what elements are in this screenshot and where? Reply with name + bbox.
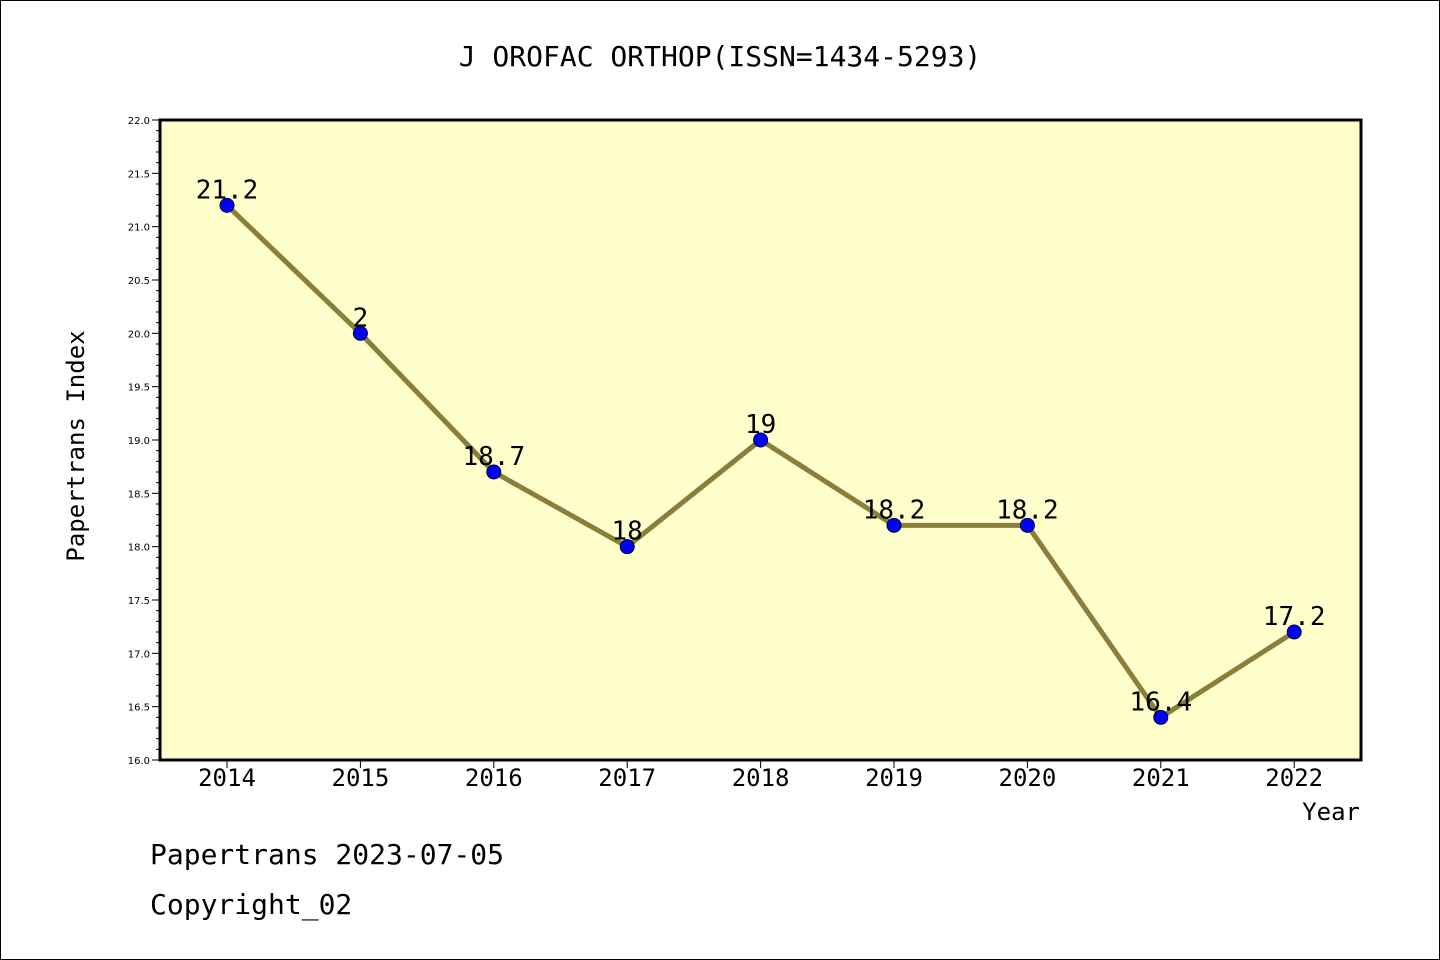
x-tick-label: 2021 xyxy=(1132,764,1190,792)
data-point xyxy=(352,325,368,341)
x-tick-label: 2018 xyxy=(732,764,790,792)
data-point xyxy=(619,539,635,555)
y-tick-label: 20.5 xyxy=(128,276,150,287)
data-markers xyxy=(219,197,1302,725)
x-tick-label: 2014 xyxy=(198,764,256,792)
x-tick-label: 2017 xyxy=(598,764,656,792)
y-tick-label: 16.0 xyxy=(128,756,150,767)
chart-title: J OROFAC ORTHOP(ISSN=1434-5293) xyxy=(459,40,982,73)
data-point xyxy=(486,464,502,480)
data-label: 18 xyxy=(612,517,643,547)
data-label: 19 xyxy=(745,410,776,440)
y-axis-title: Papertrans Index xyxy=(62,330,90,561)
y-tick-label: 19.5 xyxy=(128,383,150,394)
x-tick-label: 2022 xyxy=(1265,764,1323,792)
y-tick-label: 20.0 xyxy=(128,329,150,340)
data-label: 21.2 xyxy=(196,175,259,205)
data-point xyxy=(1019,517,1035,533)
data-point xyxy=(1286,624,1302,640)
y-tick-label: 18.5 xyxy=(128,489,150,500)
data-label: 18.2 xyxy=(863,495,926,525)
y-tick-label: 18.0 xyxy=(128,543,150,554)
x-tick-label: 2015 xyxy=(332,764,390,792)
data-point xyxy=(1153,709,1169,725)
y-tick-label: 22.0 xyxy=(128,116,150,127)
x-tick-label: 2016 xyxy=(465,764,523,792)
y-tick-label: 21.5 xyxy=(128,169,150,180)
y-tick-label: 16.5 xyxy=(128,703,150,714)
data-label: 2 xyxy=(353,303,369,333)
data-label: 18.7 xyxy=(462,442,525,472)
y-tick-label: 17.0 xyxy=(128,649,150,660)
y-tick-label: 19.0 xyxy=(128,436,150,447)
data-label: 17.2 xyxy=(1263,602,1326,632)
footer-date: Papertrans 2023-07-05 xyxy=(150,838,504,871)
y-tick-label: 17.5 xyxy=(128,596,150,607)
y-tick-label: 21.0 xyxy=(128,223,150,234)
footer-copyright: Copyright_02 xyxy=(150,888,352,922)
data-label: 16.4 xyxy=(1129,687,1192,717)
x-tick-label: 2019 xyxy=(865,764,923,792)
data-point xyxy=(886,517,902,533)
data-labels: 21.2 2 18.7 18 19 18.2 18.2 16.4 17.2 xyxy=(196,175,1326,717)
x-axis-ticks: 2014 2015 2016 2017 2018 2019 2020 2021 2022 xyxy=(198,760,1323,792)
x-axis-title: Year xyxy=(1302,798,1360,826)
data-label: 18.2 xyxy=(996,495,1059,525)
x-tick-label: 2020 xyxy=(999,764,1057,792)
data-point xyxy=(753,432,769,448)
data-point xyxy=(219,197,235,213)
y-axis-ticks: 16.0 16.5 17.0 17.5 18.0 18.5 19.0 19.5 20.0 20.5… xyxy=(128,116,160,767)
